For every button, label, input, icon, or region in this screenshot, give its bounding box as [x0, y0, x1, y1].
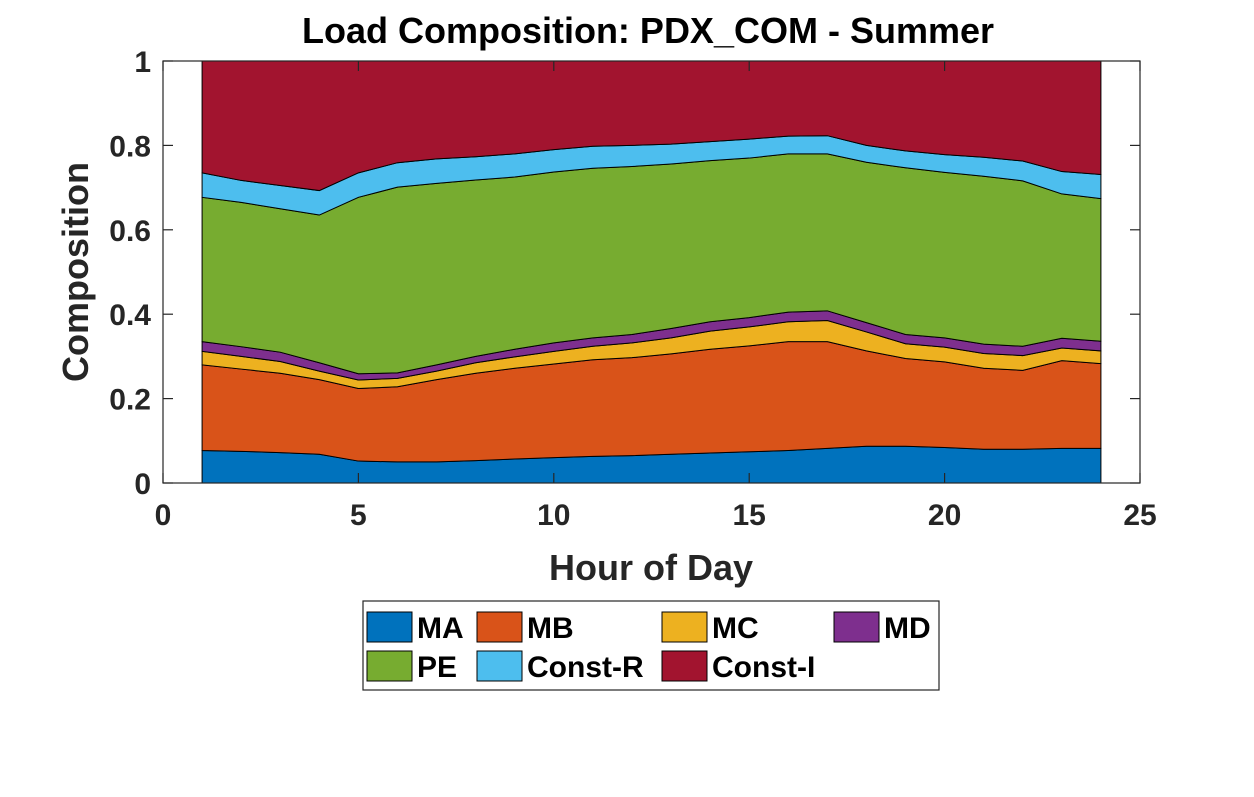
- y-tick-label: 0.6: [109, 215, 151, 248]
- y-tick-label: 0: [134, 468, 151, 501]
- x-tick-label: 20: [928, 499, 961, 532]
- legend-swatch-mb: [476, 611, 523, 643]
- y-tick-label: 0.2: [109, 384, 151, 417]
- legend-items: MA MB MC MD PE Const-R Const-I: [366, 611, 931, 684]
- legend-label-const-r: Const-R: [527, 651, 644, 684]
- legend-swatch-mc: [661, 611, 708, 643]
- x-tick-label: 10: [537, 499, 570, 532]
- legend-label-pe: PE: [417, 651, 457, 684]
- legend-swatch-ma: [366, 611, 413, 643]
- x-tick-label: 25: [1123, 499, 1156, 532]
- y-tick-labels: 0 0.2 0.4 0.6 0.8 1: [109, 46, 151, 501]
- chart-title: Load Composition: PDX_COM - Summer: [302, 10, 994, 51]
- axis-ticks: [162, 60, 1141, 484]
- y-tick-label: 0.8: [109, 130, 151, 163]
- legend: MA MB MC MD PE Const-R Const-I: [362, 600, 940, 691]
- y-tick-label: 1: [134, 46, 151, 79]
- y-axis-label: Composition: [55, 162, 96, 382]
- legend-label-ma: MA: [417, 612, 464, 645]
- x-axis-label: Hour of Day: [549, 547, 753, 588]
- legend-label-mc: MC: [712, 612, 759, 645]
- x-tick-label: 15: [733, 499, 766, 532]
- legend-label-mb: MB: [527, 612, 574, 645]
- stacked-areas: [201, 60, 1102, 484]
- x-tick-label: 0: [155, 499, 172, 532]
- legend-swatch-md: [833, 611, 880, 643]
- legend-swatch-const-i: [661, 650, 708, 682]
- legend-label-const-i: Const-I: [712, 651, 815, 684]
- legend-label-md: MD: [884, 612, 931, 645]
- legend-swatch-pe: [366, 650, 413, 682]
- x-tick-label: 5: [350, 499, 367, 532]
- x-tick-labels: 0 5 10 15 20 25: [155, 499, 1157, 532]
- legend-swatch-const-r: [476, 650, 523, 682]
- plot-frame: [162, 60, 1141, 484]
- y-tick-label: 0.4: [109, 299, 151, 332]
